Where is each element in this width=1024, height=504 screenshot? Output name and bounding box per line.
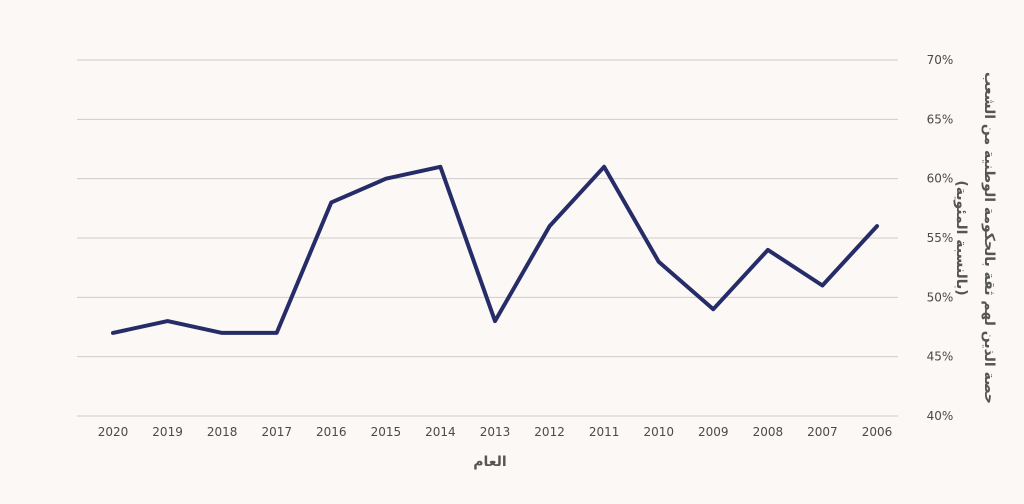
series-group bbox=[111, 164, 879, 335]
x-tick-label: 2019 bbox=[152, 425, 183, 439]
x-tick-label: 2008 bbox=[753, 425, 784, 439]
x-tick-label: 2011 bbox=[589, 425, 620, 439]
y-axis-title-line2: (بالنسبة المئوية) bbox=[953, 180, 969, 295]
x-axis-ticks: 2020 2019 2018 2017 2016 2015 2014 2013 2012 2011… bbox=[98, 425, 893, 439]
y-axis-title-line1: حصة الذين لهم ثقة بالحكومة الوطنية من ال… bbox=[981, 72, 997, 404]
y-axis-ticks: 40% 45% 50% 55% 60% 65% 70% bbox=[927, 53, 954, 423]
x-tick-label: 2017 bbox=[261, 425, 292, 439]
x-tick-label: 2006 bbox=[862, 425, 893, 439]
y-tick-label: 50% bbox=[927, 290, 954, 304]
x-tick-label: 2015 bbox=[371, 425, 402, 439]
gridlines bbox=[77, 59, 898, 417]
y-tick-label: 60% bbox=[927, 172, 954, 186]
series-line-trust bbox=[111, 164, 879, 335]
x-tick-label: 2013 bbox=[480, 425, 511, 439]
y-axis-title: حصة الذين لهم ثقة بالحكومة الوطنية من ال… bbox=[953, 72, 997, 404]
x-axis-title: العام bbox=[473, 454, 506, 470]
x-tick-label: 2007 bbox=[807, 425, 838, 439]
y-tick-label: 40% bbox=[927, 409, 954, 423]
x-tick-label: 2014 bbox=[425, 425, 456, 439]
y-tick-label: 65% bbox=[927, 112, 954, 126]
x-tick-label: 2012 bbox=[534, 425, 565, 439]
x-tick-label: 2010 bbox=[643, 425, 674, 439]
y-tick-label: 70% bbox=[927, 53, 954, 67]
y-tick-label: 55% bbox=[927, 231, 954, 245]
x-tick-label: 2016 bbox=[316, 425, 347, 439]
x-tick-label: 2020 bbox=[98, 425, 129, 439]
x-tick-label: 2018 bbox=[207, 425, 238, 439]
x-tick-label: 2009 bbox=[698, 425, 729, 439]
y-tick-label: 45% bbox=[927, 350, 954, 364]
